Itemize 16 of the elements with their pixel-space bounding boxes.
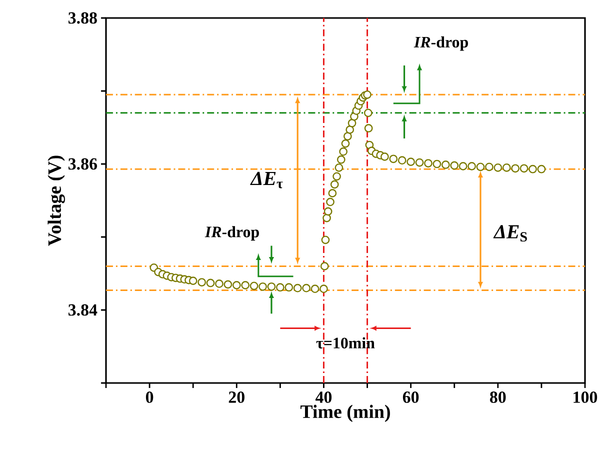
y-tick-label: 3.88 xyxy=(68,12,97,24)
y-axis-title: Voltage (V) xyxy=(48,156,65,246)
x-tick-label: 100 xyxy=(574,391,598,403)
x-tick-label: 60 xyxy=(402,391,419,403)
annotation: IR-drop xyxy=(414,36,468,51)
y-tick-label: 3.86 xyxy=(68,158,97,170)
x-tick-label: 0 xyxy=(146,391,154,403)
annotation: τ=10min xyxy=(316,337,375,348)
annotation: ΔE$_{S}$ xyxy=(493,225,527,242)
annotation: IR-drop xyxy=(204,226,259,241)
x-tick-label: 20 xyxy=(228,391,244,403)
y-tick-label: 3.84 xyxy=(68,304,98,316)
x-tick-label: 40 xyxy=(315,391,332,403)
x-axis-title: Time (min) xyxy=(300,404,390,422)
annotation: ΔE$_{τ}$ xyxy=(250,172,283,188)
x-tick-label: 80 xyxy=(490,391,506,403)
